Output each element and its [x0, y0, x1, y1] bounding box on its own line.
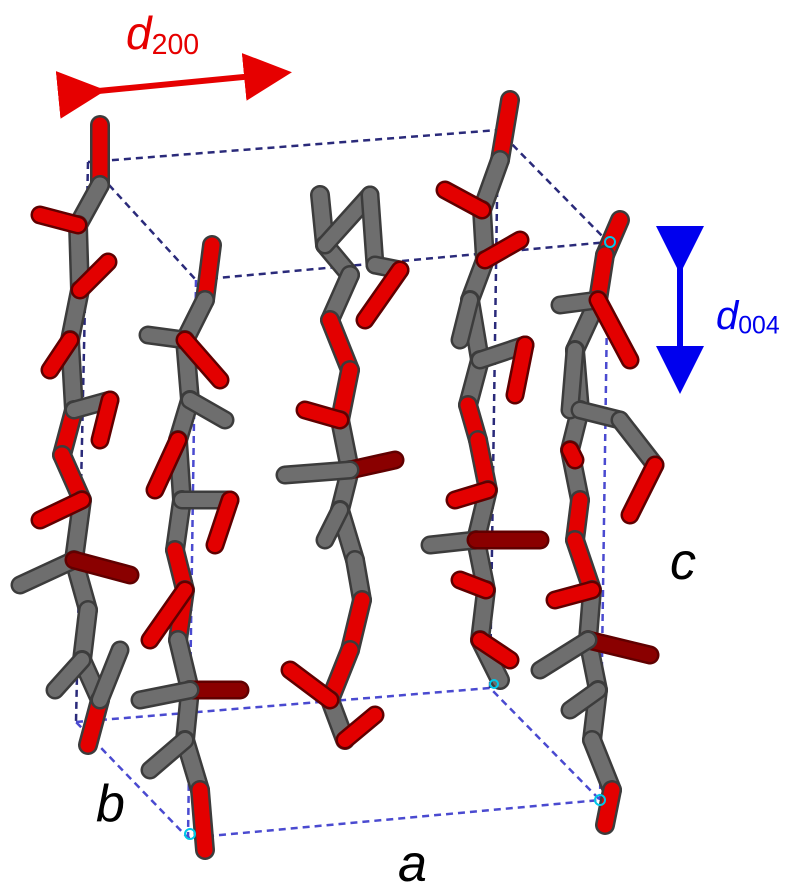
d004-label: d004 — [716, 294, 780, 340]
oxygen-branch — [581, 633, 657, 662]
unit-cell-edge — [74, 161, 90, 723]
oxygen-bond — [597, 782, 620, 833]
unit-cell-bottom-face — [75, 686, 603, 840]
corner-marker — [594, 794, 606, 806]
d200-arrow — [55, 53, 292, 119]
oxygen-branch — [208, 493, 237, 552]
axis-c-label: c — [670, 533, 696, 591]
oxygen-branch — [148, 433, 185, 497]
oxygen-branch — [548, 583, 599, 607]
carbon-branch — [143, 733, 192, 777]
oxygen-branch — [438, 183, 489, 217]
carbon-branch — [453, 293, 477, 347]
oxygen-branch — [298, 403, 347, 427]
oxygen-branch — [33, 208, 85, 232]
carbon-branch — [133, 683, 197, 707]
oxygen-branch — [338, 708, 382, 747]
carbon-branch — [318, 503, 347, 547]
oxygen-branch — [73, 255, 115, 297]
carbon-branch — [183, 393, 232, 427]
unit-cell-edge — [488, 129, 500, 689]
oxygen-branch — [178, 333, 227, 387]
oxygen-branch — [448, 483, 495, 507]
oxygen-branch — [473, 633, 517, 667]
oxygen-branch — [358, 263, 407, 327]
carbon-branch — [48, 653, 89, 697]
carbon-branch — [13, 553, 81, 592]
oxygen-branch — [563, 443, 582, 467]
oxygen-branch — [143, 583, 192, 647]
carbon-branch — [533, 633, 595, 677]
carbon-branch — [563, 683, 605, 717]
oxygen-branch — [67, 553, 137, 582]
molecular-chains — [10, 90, 665, 860]
corner-marker — [604, 236, 616, 248]
oxygen-bond — [192, 782, 213, 858]
unit-cell-edge — [598, 241, 610, 801]
corner-marker — [489, 679, 499, 689]
carbon-branch — [363, 188, 382, 272]
oxygen-bond — [492, 92, 518, 168]
carbon-branch — [93, 643, 127, 707]
axis-b-label: b — [96, 775, 125, 833]
d200-label: d200 — [126, 7, 200, 62]
oxygen-branch — [93, 393, 117, 447]
unit-cell-edge — [186, 279, 198, 839]
oxygen-branch — [453, 573, 493, 597]
carbon-branch — [613, 413, 662, 472]
oxygen-branch — [623, 458, 662, 522]
oxygen-branch — [508, 338, 532, 402]
carbon-branch — [563, 343, 582, 417]
cell-corner-markers — [184, 236, 616, 840]
oxygen-branch — [33, 493, 89, 527]
corner-marker — [184, 828, 196, 840]
oxygen-branch — [591, 293, 637, 367]
oxygen-branch — [478, 233, 527, 267]
axis-a-label: a — [398, 835, 427, 893]
oxygen-branch — [43, 333, 77, 377]
carbon-branch — [278, 463, 357, 482]
oxygen-branch — [283, 663, 337, 707]
